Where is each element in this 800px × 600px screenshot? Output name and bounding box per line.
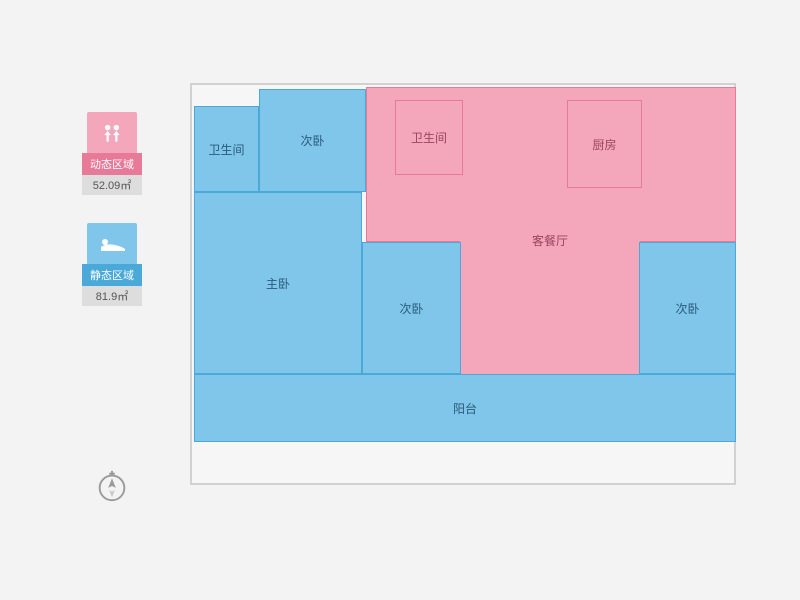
room-label: 次卧 bbox=[675, 300, 699, 317]
people-icon bbox=[99, 120, 125, 146]
floorplan: 客餐厅卫生间次卧卫生间厨房主卧次卧次卧阳台 bbox=[190, 83, 736, 485]
compass-icon bbox=[93, 467, 131, 505]
room-label: 次卧 bbox=[399, 300, 423, 317]
legend-dynamic: 动态区域 52.09㎡ bbox=[82, 112, 142, 195]
static-zone-icon bbox=[87, 223, 137, 265]
room-bath1: 卫生间 bbox=[194, 106, 259, 192]
room-label: 卫生间 bbox=[411, 129, 447, 146]
room-label: 阳台 bbox=[453, 400, 477, 417]
legend: 动态区域 52.09㎡ 静态区域 81.9㎡ bbox=[82, 112, 142, 334]
room-bath2: 卫生间 bbox=[395, 100, 463, 175]
room-bed2a: 次卧 bbox=[259, 89, 366, 192]
legend-static: 静态区域 81.9㎡ bbox=[82, 223, 142, 306]
sleeping-icon bbox=[97, 233, 127, 255]
room-label: 次卧 bbox=[300, 132, 324, 149]
room-label: 卫生间 bbox=[208, 141, 244, 158]
room-master: 主卧 bbox=[194, 192, 362, 374]
legend-dynamic-value: 52.09㎡ bbox=[82, 175, 142, 195]
room-label: 厨房 bbox=[592, 136, 616, 153]
room-kitchen: 厨房 bbox=[567, 100, 642, 188]
room-bed2c: 次卧 bbox=[639, 242, 736, 374]
room-label: 主卧 bbox=[266, 275, 290, 292]
legend-static-label: 静态区域 bbox=[82, 264, 142, 286]
legend-dynamic-label: 动态区域 bbox=[82, 153, 142, 175]
legend-static-value: 81.9㎡ bbox=[82, 286, 142, 306]
room-bed2b: 次卧 bbox=[362, 242, 461, 374]
room-balcony: 阳台 bbox=[194, 374, 736, 442]
dynamic-zone-icon bbox=[87, 112, 137, 154]
